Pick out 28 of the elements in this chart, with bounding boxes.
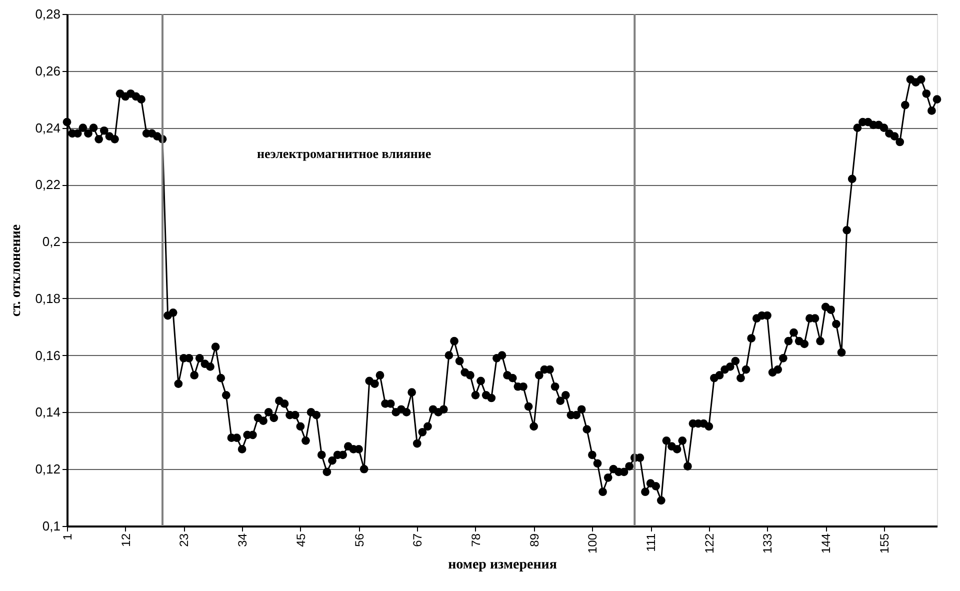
x-tick-label: 34 — [236, 533, 250, 547]
y-tick-label: 0,22 — [35, 177, 60, 192]
y-tick-label: 0,12 — [35, 462, 60, 477]
annotation: неэлектромагнитное влияние — [257, 146, 432, 161]
x-tick-label: 155 — [877, 533, 892, 554]
y-tick-label: 0,28 — [35, 6, 60, 22]
x-tick-label: 67 — [410, 533, 425, 547]
x-tick-label: 23 — [177, 533, 192, 547]
y-tick-label: 0,18 — [35, 290, 60, 306]
x-tick-label: 144 — [819, 533, 834, 554]
x-tick-label: 89 — [527, 533, 542, 547]
y-tick-label: 0,2 — [42, 234, 60, 250]
x-axis-title: номер измерения — [448, 558, 558, 573]
y-axis-title: ст. отклонение — [9, 224, 24, 317]
x-tick-label: 133 — [760, 533, 775, 554]
x-tick-label: 100 — [586, 533, 600, 554]
y-tick-label: 0,24 — [35, 120, 60, 136]
y-tick-label: 0,14 — [35, 404, 60, 420]
x-tick-label: 111 — [644, 533, 658, 552]
y-tick-label: 0,26 — [35, 63, 60, 78]
x-tick-label: 78 — [468, 533, 483, 547]
x-tick-label: 122 — [702, 533, 716, 554]
x-tick-label: 45 — [294, 533, 308, 547]
x-tick-label: 1 — [60, 533, 74, 540]
x-tick-label: 12 — [118, 533, 133, 547]
x-tick-label: 56 — [352, 533, 366, 547]
y-tick-label: 0,16 — [35, 348, 60, 363]
y-tick-label: 0,1 — [42, 518, 60, 534]
